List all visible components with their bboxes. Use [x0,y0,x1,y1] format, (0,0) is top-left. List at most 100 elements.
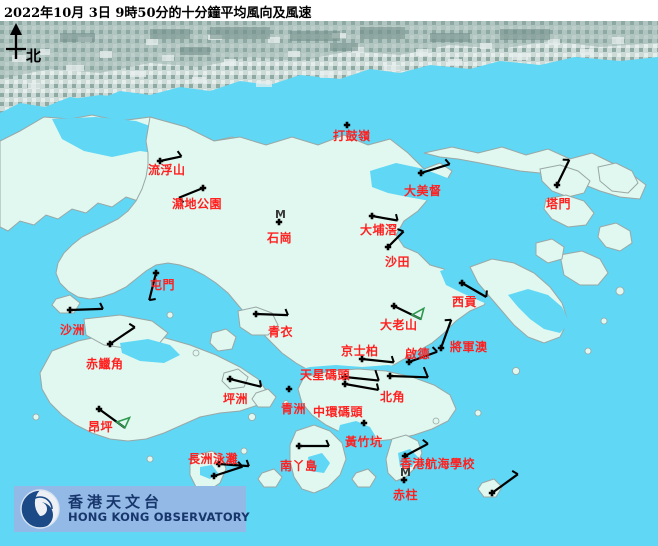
calm-marker-2: M [275,208,286,221]
station-label-7: 沙田 [385,255,411,269]
barb-shaft [389,374,429,379]
barb-feather [390,355,395,363]
barb-feather [237,461,244,468]
wind-station[interactable] [405,346,438,366]
barb-shaft [556,159,571,186]
station-marker [360,419,368,427]
map-canvas[interactable]: 北 流浮山 濕地公園 石崗 M 打鼓嶺 大美督 塔門 大埔滘 沙田 屯門 沙洲 赤鱲角 昂坪 青衣 坪洲 青洲… [0,21,658,501]
wind-station[interactable] [106,322,136,348]
station-label-17: 將軍澳 [450,340,488,354]
station-marker [275,218,283,226]
wind-station[interactable] [553,158,571,189]
wind-station[interactable] [215,459,250,468]
wind-station[interactable] [226,375,263,388]
station-label-4: 大美督 [404,184,442,198]
barb-shaft [361,357,394,364]
barb-shaft [491,473,519,494]
wind-station[interactable] [95,405,132,430]
barb-feather [258,380,263,387]
wind-station[interactable] [360,419,368,427]
barb-feather [284,308,289,316]
barb-feather [99,302,104,310]
barb-feather [444,158,451,165]
wind-station[interactable] [390,302,426,321]
barb-feather [245,459,250,467]
wind-station[interactable] [148,269,160,302]
wind-station[interactable] [295,439,330,450]
wind-station[interactable] [437,318,453,352]
barb-feather [128,322,136,329]
station-label-26: 南丫島 [280,459,318,473]
station-label-22: 北角 [380,390,406,404]
title-bar: 2022年10月 3日 9時50分的十分鐘平均風向及風速 [0,0,658,21]
wind-station[interactable] [210,461,244,480]
station-label-5: 塔門 [546,197,572,211]
wind-barb-layer [66,121,571,497]
station-label-3: 打鼓嶺 [333,129,371,143]
wind-station[interactable] [252,308,289,318]
barb-shaft [213,465,243,478]
barb-shaft [109,326,136,345]
wind-station[interactable] [488,470,519,497]
wind-station[interactable] [358,355,395,364]
hk-territory-shapes [0,114,658,501]
wind-station[interactable] [341,380,380,391]
barb-shaft [69,307,104,312]
barb-shaft [229,377,262,388]
station-label-8: 屯門 [150,278,176,292]
page-title: 2022年10月 3日 9時50分的十分鐘平均風向及風速 [4,6,312,21]
map-graphics [0,21,658,501]
barb-shaft [344,382,379,391]
station-label-24: 長洲泳灘 [188,452,239,466]
station-label-15: 大老山 [380,318,418,332]
barb-shaft [408,350,438,364]
station-label-10: 赤鱲角 [86,357,124,371]
wind-station[interactable] [386,366,429,380]
barb-feather [397,228,404,233]
barb-shaft [159,155,182,163]
station-label-13: 坪洲 [223,392,249,406]
wind-station[interactable] [66,302,104,314]
station-label-2: 石崗 [267,231,293,245]
station-label-11: 昂坪 [88,420,114,434]
wind-station[interactable] [178,184,207,204]
barb-feather [422,438,429,445]
barb-shaft [255,312,289,317]
logo-name-english: HONG KONG OBSERVATORY [68,510,250,524]
wind-station[interactable] [401,438,429,460]
barb-shaft [218,462,250,468]
barb-shaft [387,230,405,248]
wind-station[interactable] [275,218,283,226]
wind-station[interactable] [384,228,405,251]
calm-marker-28: M [400,466,411,479]
barb-shaft [148,272,158,301]
station-label-14: 青洲 [281,402,307,416]
barb-pennant [410,306,426,321]
station-marker [285,385,293,393]
barb-shaft [404,442,429,457]
wind-station[interactable] [156,150,183,165]
barb-feather [511,470,519,476]
barb-feather [375,383,380,391]
station-label-0: 流浮山 [148,163,186,177]
wind-station[interactable] [458,279,488,298]
station-label-12: 青衣 [268,325,294,339]
wind-station[interactable] [343,121,351,129]
mainland-china-landmass [0,21,658,143]
north-label: 北 [26,47,42,65]
wind-station[interactable] [417,158,451,177]
wind-station[interactable] [400,476,408,484]
station-marker [343,121,351,129]
station-label-1: 濕地公園 [172,197,223,211]
barb-shaft [439,319,453,349]
barb-shaft [461,282,487,298]
wind-station[interactable] [285,385,293,393]
station-label-21: 中環碼頭 [313,405,364,419]
wind-station[interactable] [368,212,399,222]
station-label-27: 香港航海學校 [400,457,476,471]
station-marker [400,476,408,484]
barb-feather [149,298,156,302]
hko-logo[interactable]: 香港天文台 HONG KONG OBSERVATORY [14,486,250,532]
wind-station[interactable] [341,369,380,382]
